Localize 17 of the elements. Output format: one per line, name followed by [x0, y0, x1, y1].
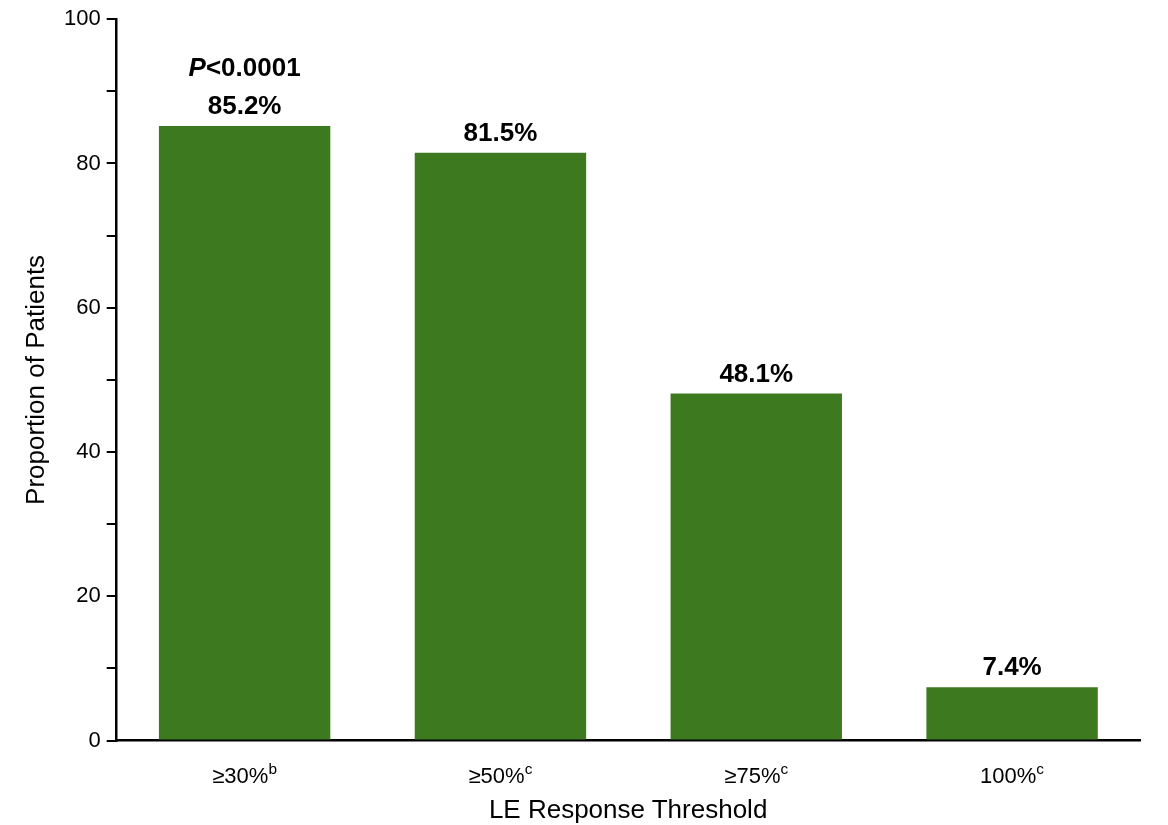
bar [926, 687, 1098, 740]
y-tick-label: 80 [76, 149, 101, 175]
bar [158, 125, 331, 740]
annotation: P<0.0001 [188, 52, 301, 83]
y-tick-label: 40 [76, 438, 101, 464]
y-axis-title: Proportion of Patients [20, 254, 50, 505]
data-label: 48.1% [719, 357, 794, 388]
x-axis-title: LE Response Threshold [488, 794, 768, 824]
y-tick-label: 100 [63, 5, 101, 31]
y-tick-label: 60 [76, 293, 101, 319]
y-tick-label: 20 [76, 582, 101, 608]
data-label: 85.2% [207, 90, 282, 121]
bar [414, 152, 587, 740]
data-label: 81.5% [463, 116, 538, 147]
data-label: 7.4% [982, 651, 1042, 682]
y-tick-label: 0 [88, 726, 101, 752]
bar [670, 393, 842, 740]
